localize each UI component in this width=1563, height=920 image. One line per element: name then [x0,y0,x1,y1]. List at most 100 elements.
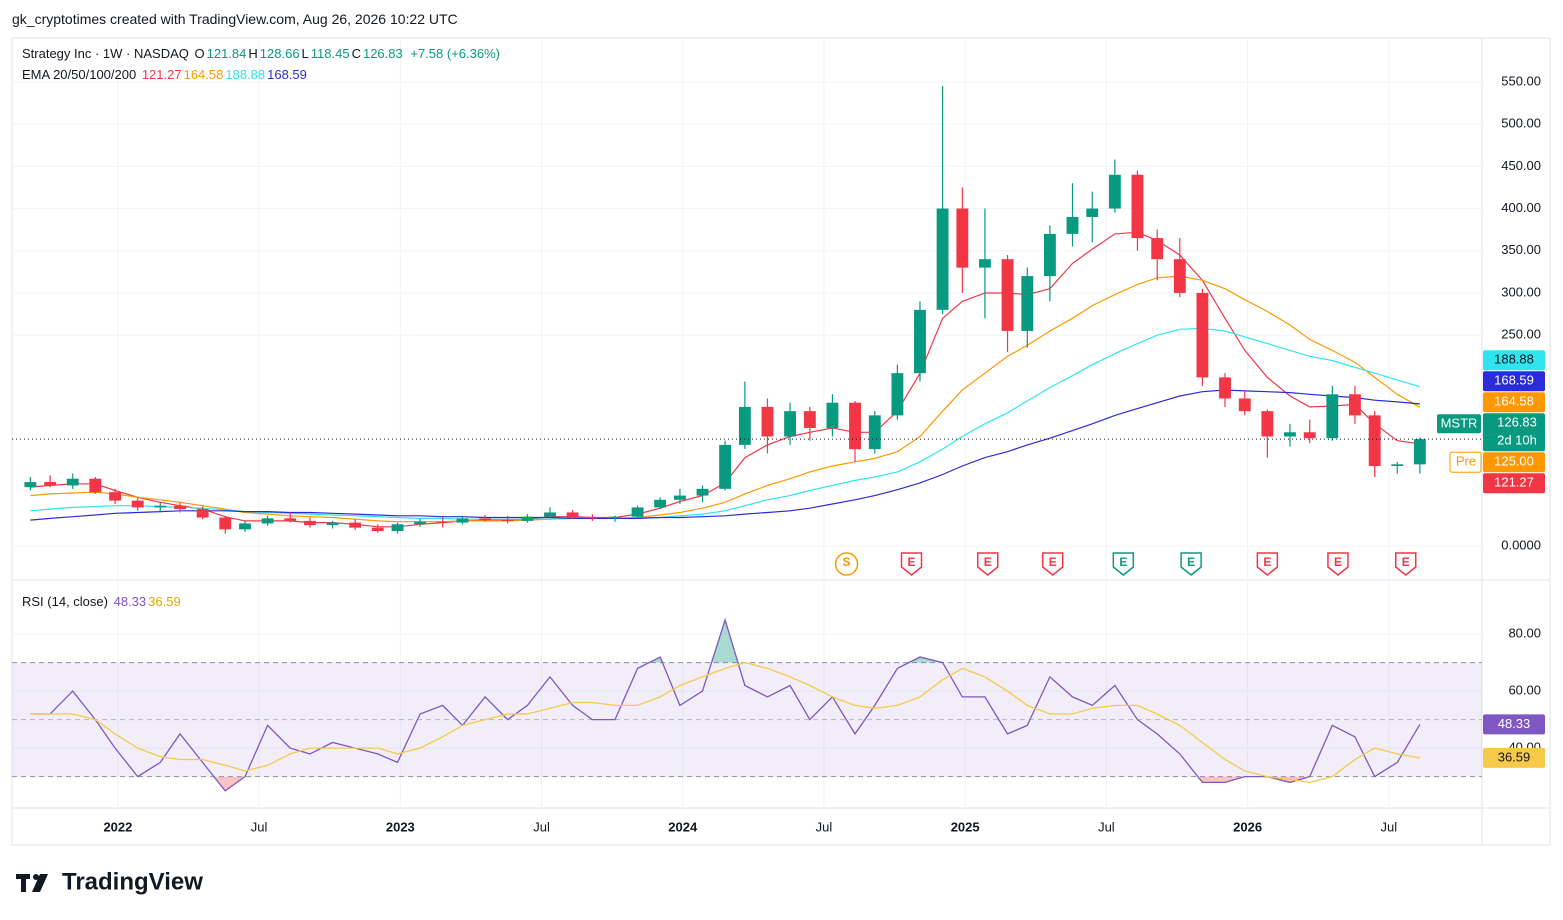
ema-value: 168.59 [267,67,307,82]
event-label: E [1402,555,1410,569]
candle-body [89,478,102,493]
candle-body [479,518,491,521]
event-label: E [1119,555,1127,569]
x-tick-label: 2024 [668,819,698,834]
candle-body [586,517,599,519]
candle-body [654,499,667,508]
rsi-badge [1483,747,1545,768]
ohlc-label: H [248,46,258,61]
logo-mark [32,874,48,892]
candle-body [1348,394,1361,416]
ohlc: O 121.84 H 128.66 L 118.45 C 126.83 [195,46,405,61]
rsi-title: RSI (14, close) [22,594,108,609]
rsi-oversold-fill [213,776,1310,791]
y-tick-label: 400.00 [1501,200,1541,215]
logo: TradingView [16,868,203,895]
candle-body [1238,398,1251,412]
rsi-line [30,661,1421,784]
candle-body [1066,216,1079,234]
candle-body [1219,377,1231,399]
event-marker [1180,552,1202,576]
candle-body [436,521,449,523]
candle-body [1086,208,1099,217]
candle-body [456,518,469,523]
candle-body [544,512,556,517]
ohlc-value: 126.83 [362,46,403,61]
chart-frame [11,37,1551,846]
y-tick-label: 250.00 [1501,327,1541,342]
candle-body [154,505,167,508]
candle-body [44,482,57,486]
y-tick-label: 60.00 [1508,683,1541,698]
candle-body [1021,276,1034,331]
candle-body [174,505,186,510]
event-marker [1112,552,1135,576]
candle-body [673,495,686,500]
x-tick-label: Jul [1380,819,1397,834]
candle-body [1326,394,1339,439]
price-badge [1483,392,1545,413]
y-tick-label: 80.00 [1508,626,1541,641]
candle-body [501,520,514,522]
event-marker [834,552,859,576]
candle-body [521,516,534,521]
badge-value: 121.27 [1494,475,1534,490]
candle-body [24,482,37,488]
price-legend: Strategy Inc · 1W · NASDAQ O 121.84 H 128.6… [22,46,502,61]
rsi-badge [1483,714,1545,735]
ema-value: 188.88 [225,67,266,82]
candle-body [1284,432,1296,437]
x-tick-label: Jul [533,819,550,834]
candle-body [1173,259,1186,293]
y-tick-label: 550.00 [1501,73,1541,88]
x-tick-label: 2025 [951,819,980,834]
event-marker [1395,552,1417,576]
y-tick-label: 450.00 [1501,158,1541,173]
overlay: 2022 Jul 2023 Jul 2024 Jul 2025 Jul 2026 Jul 0.000… [103,73,1545,834]
symbol-label: MSTR [1441,416,1478,431]
y-tick-label: 350.00 [1501,242,1541,257]
event-marker [1256,552,1279,576]
event-label: E [1263,555,1271,569]
candle-body [719,444,732,489]
rsi-overbought-fill [30,619,1420,663]
event-label: E [1187,555,1195,569]
price-badge [1483,473,1545,494]
event-marker [900,552,923,576]
x-tick-label: 2026 [1233,819,1262,834]
pre-label: Pre [1456,454,1476,469]
badge-value: 188.88 [1494,352,1534,367]
candle-body [891,373,904,416]
candle-body [849,402,861,450]
change: +7.58 (+6.36%) [410,46,500,61]
rsi-line [30,617,1421,792]
badge-value: 48.33 [1498,716,1531,731]
candle-body [349,522,362,528]
ohlc-label: C [351,46,361,61]
ema-value: 121.27 [141,67,182,82]
logo-mark [33,874,39,880]
event-marker [977,552,999,576]
event-marker [1327,552,1349,576]
candle-body [304,520,316,526]
pre-badge [1449,451,1482,473]
candle-body [696,488,709,496]
y-tick-label: 0.0000 [1501,538,1541,553]
event-label: E [908,555,916,569]
rsi-value: 48.33 [113,594,147,609]
candle-body [284,518,297,521]
candle-body [609,516,621,519]
candle-body [326,522,339,526]
candle-body [131,500,144,508]
candle-body [936,208,949,310]
candle-body [784,411,796,437]
x-tick-label: Jul [251,819,268,834]
candle-body [1368,415,1381,467]
credit: gk_cryptotimes created with TradingView.… [12,11,458,27]
event-marker [1041,552,1064,576]
candle-body [1303,432,1316,439]
event-label: E [984,555,992,569]
